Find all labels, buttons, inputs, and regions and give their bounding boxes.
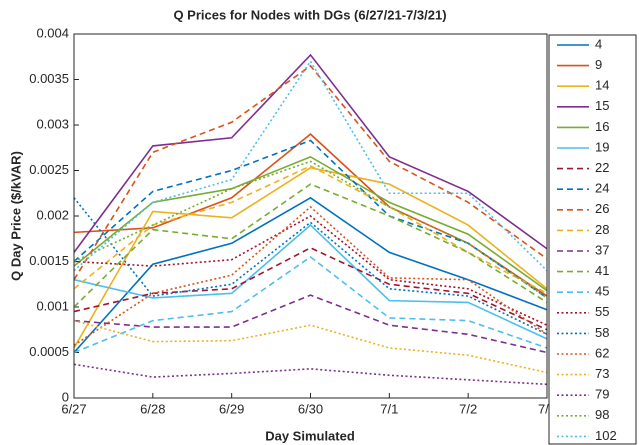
x-axis-label: Day Simulated	[265, 428, 355, 443]
y-tick-label: 0.0035	[29, 71, 69, 86]
legend-label: 73	[595, 366, 609, 381]
legend-label: 98	[595, 407, 609, 422]
series-line	[73, 59, 548, 272]
chart-title: Q Prices for Nodes with DGs (6/27/21-7/3…	[173, 7, 446, 22]
series-line	[73, 255, 548, 354]
y-tick-label: 0.0015	[29, 253, 69, 268]
y-axis-label: Q Day Price ($/kVAR)	[8, 151, 23, 281]
legend-label: 102	[595, 428, 617, 443]
legend-label: 19	[595, 139, 609, 154]
y-tick-label: 0	[62, 389, 69, 404]
legend-label: 37	[595, 242, 609, 257]
series-line	[73, 224, 548, 340]
series-line	[73, 139, 548, 299]
legend-label: 28	[595, 222, 609, 237]
legend-label: 24	[595, 181, 609, 196]
y-tick-label: 0.001	[36, 298, 69, 313]
x-tick-label: 6/29	[219, 401, 244, 416]
plot-frame	[73, 33, 548, 399]
x-tick-label: 6/27	[61, 401, 86, 416]
y-tick-label: 0.0025	[29, 162, 69, 177]
series-line	[73, 64, 548, 281]
series-line	[73, 166, 548, 349]
legend-label: 16	[595, 119, 609, 134]
legend-label: 58	[595, 325, 609, 340]
x-tick-label: 7/2	[459, 401, 477, 416]
legend-label: 55	[595, 304, 609, 319]
series-line	[73, 294, 548, 354]
legend-label: 79	[595, 387, 609, 402]
legend-label: 45	[595, 284, 609, 299]
legend-label: 26	[595, 201, 609, 216]
legend-label: 9	[595, 57, 602, 72]
legend-label: 41	[595, 263, 609, 278]
y-tick-label: 0.002	[36, 207, 69, 222]
legend-box	[548, 34, 637, 445]
x-tick-label: 6/28	[140, 401, 165, 416]
legend-label: 4	[595, 36, 602, 51]
x-tick-label: 7/1	[380, 401, 398, 416]
x-tick-label: 6/30	[298, 401, 323, 416]
series-line	[73, 205, 548, 346]
series-line	[73, 246, 548, 331]
series-line	[73, 215, 548, 326]
series-line	[73, 160, 548, 299]
y-tick-label: 0.004	[36, 25, 69, 40]
legend-label: 62	[595, 345, 609, 360]
legend-label: 15	[595, 98, 609, 113]
series-line	[73, 53, 548, 253]
series-line	[73, 319, 548, 374]
legend-label: 14	[595, 78, 609, 93]
y-tick-label: 0.003	[36, 116, 69, 131]
y-tick-label: 0.0005	[29, 344, 69, 359]
legend-label: 22	[595, 160, 609, 175]
series-line	[73, 183, 548, 308]
